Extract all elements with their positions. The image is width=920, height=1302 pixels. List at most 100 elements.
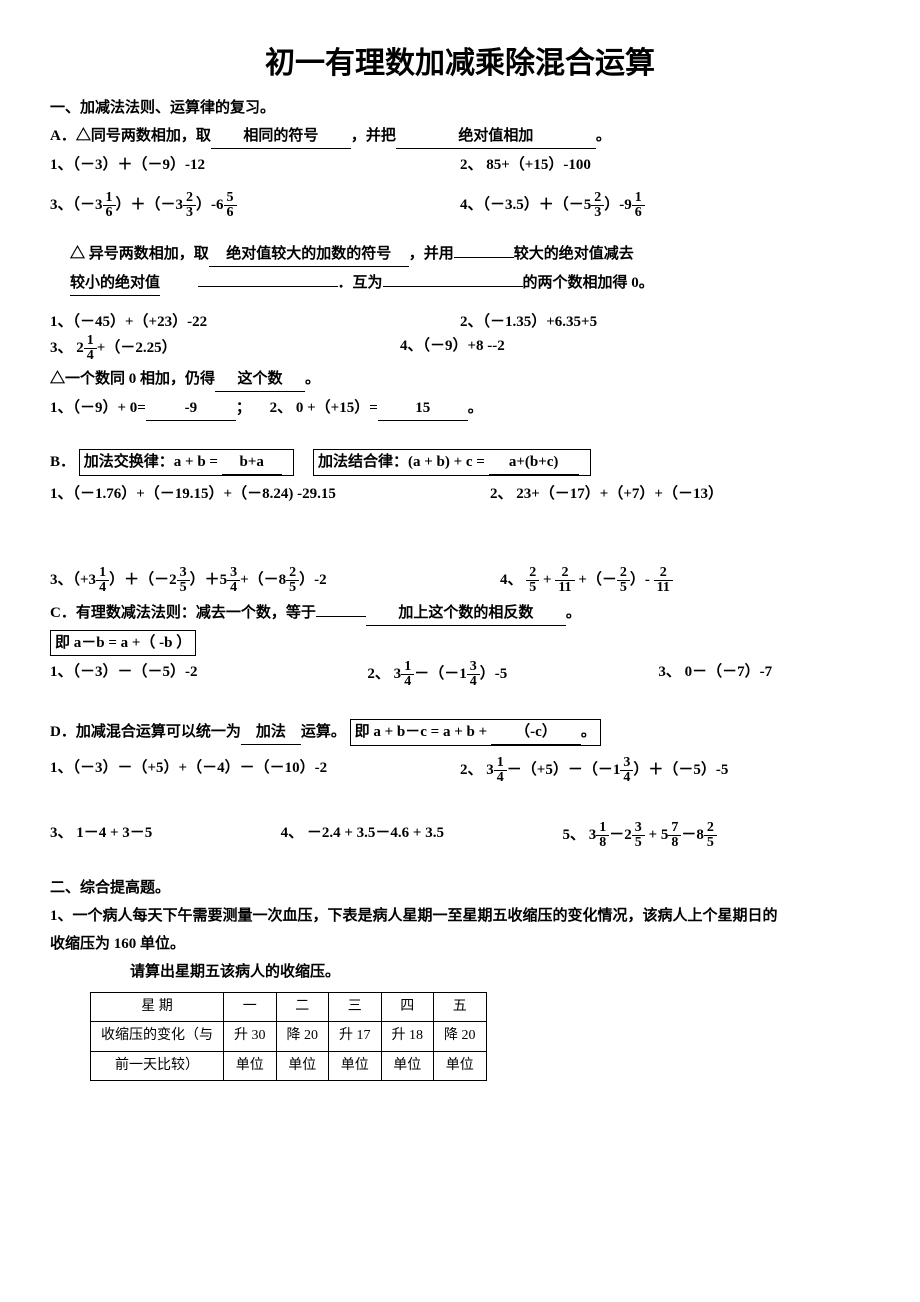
- text: 4、（－3.5）＋（－5: [460, 197, 591, 213]
- cell: 降 20: [276, 1022, 329, 1051]
- text: △一个数同 0 相加，仍得: [50, 371, 215, 387]
- problem: 3、 0－（－7）-7: [658, 660, 870, 689]
- cell: 单位: [381, 1051, 434, 1080]
- problem: 4、 －2.4 + 3.5－4.6 + 3.5: [281, 821, 563, 850]
- text: 。: [305, 371, 320, 387]
- blank-answer: 绝对值较大的加数的符号: [209, 242, 409, 267]
- row-label: 前一天比较）: [91, 1051, 224, 1080]
- cell: 升 18: [381, 1022, 434, 1051]
- text: 2、 0 +（+15）=: [270, 400, 378, 416]
- word-problem: 请算出星期五该病人的收缩压。: [50, 960, 870, 984]
- problem: 2、 314－（+5）－（－134）＋（－5）-5: [460, 756, 870, 785]
- table-row: 星 期 一 二 三 四 五: [91, 993, 487, 1022]
- rule-zero: △一个数同 0 相加，仍得这个数。: [50, 367, 870, 392]
- cell: 降 20: [434, 1022, 487, 1051]
- text: ，并把: [351, 128, 396, 144]
- text: 较大的绝对值减去: [514, 246, 634, 262]
- cell: 单位: [434, 1051, 487, 1080]
- col-head: 四: [381, 993, 434, 1022]
- blank-answer: -9: [146, 396, 236, 421]
- fraction: 14: [84, 334, 97, 363]
- cell: 单位: [224, 1051, 277, 1080]
- text: A．△同号两数相加，取: [50, 128, 211, 144]
- cell: 单位: [276, 1051, 329, 1080]
- page-title: 初一有理数加减乘除混合运算: [50, 40, 870, 88]
- rule-D: D．加减混合运算可以统一为加法运算。 即 a + b－c = a + b + （…: [50, 719, 870, 746]
- problem: 2、 314－（－134）-5: [367, 660, 658, 689]
- text: ）-9: [604, 197, 632, 213]
- text: 的两个数相加得 0。: [523, 275, 654, 291]
- problem: 1、（－3）－（－5）-2: [50, 660, 367, 689]
- rule-B: B． 加法交换律：a + b = b+a 加法结合律：(a + b) + c =…: [50, 449, 870, 476]
- boxed-rule: 加法结合律：(a + b) + c = a+(b+c): [313, 449, 591, 476]
- table-row: 收缩压的变化（与 升 30 降 20 升 17 升 18 降 20: [91, 1022, 487, 1051]
- text: +（－2.25）: [97, 340, 177, 356]
- text: 。: [596, 128, 611, 144]
- blank: [383, 286, 523, 287]
- rule-C: C．有理数减法法则：减去一个数，等于加上这个数的相反数。: [50, 601, 870, 626]
- rule-hetero: △ 异号两数相加，取绝对值较大的加数的符号，并用 较大的绝对值减去: [50, 242, 870, 267]
- text: 1、（－9）+ 0=: [50, 400, 146, 416]
- text: ．互为: [338, 275, 383, 291]
- rule-C-box: 即 a－b = a +（ -b ）: [50, 630, 870, 656]
- text: 加法结合律：(a + b) + c =: [318, 454, 489, 470]
- col-head: 一: [224, 993, 277, 1022]
- text: ）＋（－3: [116, 197, 184, 213]
- blank-answer: 加法: [241, 720, 301, 745]
- problem: 1、（－3）－（+5）+（－4）－（－10）-2: [50, 756, 460, 785]
- section2-heading: 二、综合提高题。: [50, 876, 870, 900]
- problem: 5、 318－235 + 578－825: [563, 821, 871, 850]
- text: 3、 2: [50, 340, 84, 356]
- row-label: 收缩压的变化（与: [91, 1022, 224, 1051]
- problem: 2、 23+（－17）+（+7）+（－13）: [430, 482, 870, 506]
- text: △ 异号两数相加，取: [70, 246, 209, 262]
- bp-table: 星 期 一 二 三 四 五 收缩压的变化（与 升 30 降 20 升 17 升 …: [90, 992, 487, 1081]
- blank-answer: 绝对值相加: [396, 124, 596, 149]
- problem: 4、（－3.5）＋（－523）-916: [460, 191, 870, 220]
- fraction: 23: [591, 191, 604, 220]
- fraction: 23: [183, 191, 196, 220]
- rule-hetero-line2: 较小的绝对值 ．互为 的两个数相加得 0。: [50, 271, 870, 296]
- fraction: 16: [103, 191, 116, 220]
- problem: 3、 1－4 + 3－5: [50, 821, 281, 850]
- problem: 2、 85+（+15）-100: [460, 153, 870, 177]
- cell: 单位: [329, 1051, 382, 1080]
- boxed-rule: 即 a + b－c = a + b + （-c）。: [350, 719, 601, 746]
- problem: 1、（－45）+（+23）-22: [50, 310, 460, 334]
- blank-answer: b+a: [222, 450, 282, 475]
- blank-answer: 较小的绝对值: [70, 271, 160, 296]
- blank: [198, 286, 338, 287]
- problem: 3、（－316）＋（－323）-656: [50, 191, 460, 220]
- word-problem: 收缩压为 160 单位。: [50, 932, 870, 956]
- problem: 3、 214+（－2.25）: [50, 334, 460, 363]
- blank-answer: 相同的符号: [211, 124, 351, 149]
- blank-answer: 加上这个数的相反数: [366, 601, 566, 626]
- problem: 1、（－3）＋（－9）-12: [50, 153, 460, 177]
- label: B．: [50, 454, 75, 470]
- text: ；: [236, 400, 251, 416]
- cell: 升 17: [329, 1022, 382, 1051]
- boxed-rule: 即 a－b = a +（ -b ）: [50, 630, 196, 656]
- blank-answer: 这个数: [215, 367, 305, 392]
- blank: [454, 257, 514, 258]
- blank-answer: a+(b+c): [489, 450, 579, 475]
- fraction: 56: [224, 191, 237, 220]
- problem: 1、（－1.76）+（－19.15）+（－8.24) -29.15: [50, 482, 430, 506]
- col-head: 二: [276, 993, 329, 1022]
- word-problem: 1、一个病人每天下午需要测量一次血压，下表是病人星期一至星期五收缩压的变化情况，…: [50, 904, 870, 928]
- boxed-rule: 加法交换律：a + b = b+a: [79, 449, 294, 476]
- section1-heading: 一、加减法法则、运算律的复习。: [50, 96, 870, 120]
- blank-answer: 15: [378, 396, 468, 421]
- problem: 3、（+314）＋（－235）＋534+（－825）-2: [50, 566, 420, 595]
- text: ）-6: [196, 197, 224, 213]
- rule-A: A．△同号两数相加，取相同的符号，并把绝对值相加。: [50, 124, 870, 149]
- text: 3、（－3: [50, 197, 103, 213]
- problem: 4、（－9）+8 --2: [460, 334, 870, 363]
- table-row: 前一天比较） 单位 单位 单位 单位 单位: [91, 1051, 487, 1080]
- fraction: 16: [632, 191, 645, 220]
- problem: 4、 25 + 211 +（－25）- 211: [420, 566, 870, 595]
- header-cell: 星 期: [91, 993, 224, 1022]
- text: 加法交换律：a + b =: [84, 454, 222, 470]
- zero-problems: 1、（－9）+ 0=-9； 2、 0 +（+15）=15。: [50, 396, 870, 421]
- text: ，并用: [409, 246, 454, 262]
